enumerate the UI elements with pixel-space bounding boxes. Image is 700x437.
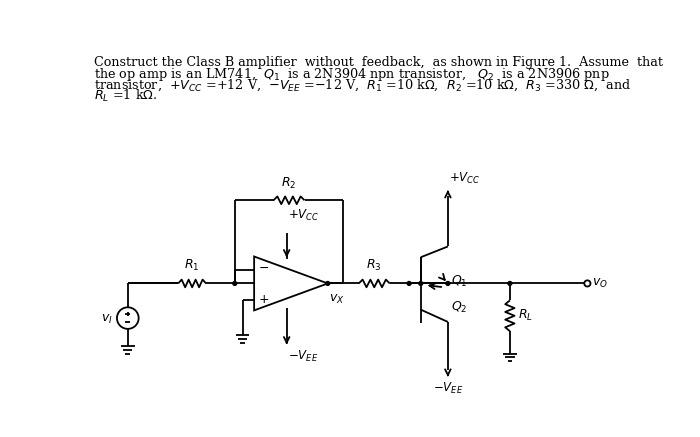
Text: the op amp is an LM741,  $Q_1$  is a 2N3904 npn transistor,   $Q_2$  is a 2N3906: the op amp is an LM741, $Q_1$ is a 2N390… [94,66,610,83]
Text: $R_2$: $R_2$ [281,176,297,191]
Circle shape [446,281,450,285]
Circle shape [326,281,330,285]
Text: $-V_{EE}$: $-V_{EE}$ [288,349,318,364]
Text: $R_1$: $R_1$ [184,258,199,274]
Text: $+V_{CC}$: $+V_{CC}$ [449,170,481,186]
Text: $R_L$ =1 k$\Omega$.: $R_L$ =1 k$\Omega$. [94,88,157,104]
Text: $-V_{EE}$: $-V_{EE}$ [433,381,463,396]
Text: Construct the Class B amplifier  without  feedback,  as shown in Figure 1.  Assu: Construct the Class B amplifier without … [94,55,663,69]
Text: $+$: $+$ [258,293,270,306]
Text: $Q_2$: $Q_2$ [451,300,468,316]
Text: $+V_{CC}$: $+V_{CC}$ [288,208,320,223]
Circle shape [419,281,423,285]
Circle shape [407,281,411,285]
Text: $v_O$: $v_O$ [592,277,608,290]
Text: $v_X$: $v_X$ [329,293,345,306]
Text: transistor,  $+V_{CC}$ =+12 V,  $-V_{EE}$ =$-$12 V,  $R_1$ =10 k$\Omega$,  $R_2$: transistor, $+V_{CC}$ =+12 V, $-V_{EE}$ … [94,77,631,93]
Circle shape [233,281,237,285]
Text: $R_3$: $R_3$ [367,258,382,274]
Text: $Q_1$: $Q_1$ [451,274,468,289]
Text: $v_I$: $v_I$ [102,313,113,326]
Text: $R_L$: $R_L$ [517,308,533,323]
Text: $-$: $-$ [258,261,269,274]
Circle shape [508,281,512,285]
